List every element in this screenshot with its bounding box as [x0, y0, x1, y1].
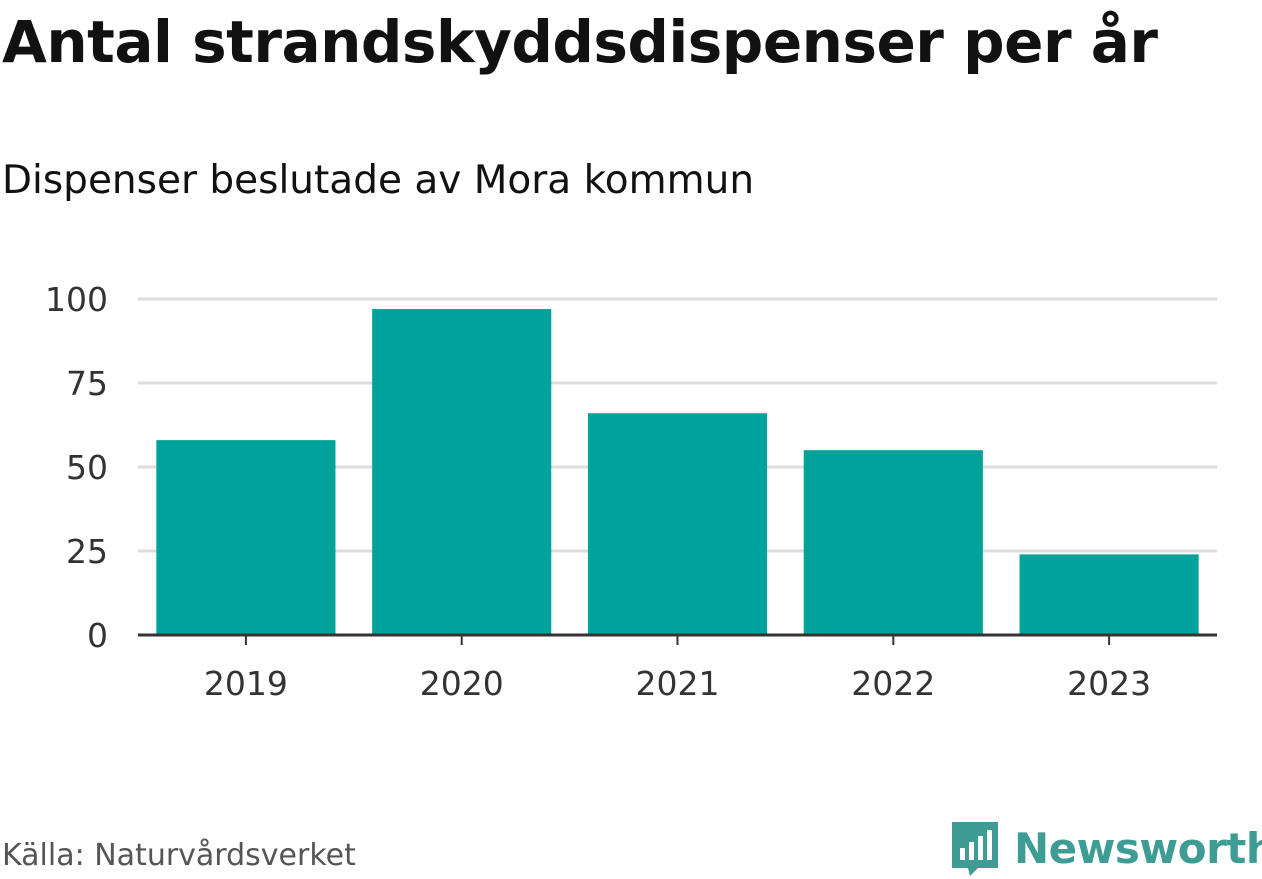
x-tick-label: 2023 [1067, 664, 1151, 703]
brand-name: Newsworthy [1014, 823, 1262, 873]
x-tick-label: 2022 [851, 664, 935, 703]
y-tick-label: 25 [66, 532, 108, 571]
y-tick-label: 100 [45, 280, 108, 319]
x-tick-label: 2019 [204, 664, 288, 703]
bar [1019, 554, 1199, 635]
y-tick-label: 50 [66, 448, 108, 487]
y-tick-label: 75 [66, 364, 108, 403]
x-tick-label: 2020 [420, 664, 504, 703]
bar [156, 440, 336, 635]
bar [587, 413, 768, 635]
chart-subtitle: Dispenser beslutade av Mora kommun [2, 158, 755, 203]
newsworthy-logo-icon [952, 822, 998, 876]
bar [372, 309, 552, 635]
x-tick-label: 2021 [636, 664, 720, 703]
bar [803, 450, 983, 635]
source-note: Källa: Naturvårdsverket [2, 838, 356, 873]
chart-title: Antal strandskyddsdispenser per år [2, 8, 1158, 76]
y-tick-label: 0 [87, 616, 108, 655]
brand-logo: Newsworthy [950, 818, 1262, 878]
